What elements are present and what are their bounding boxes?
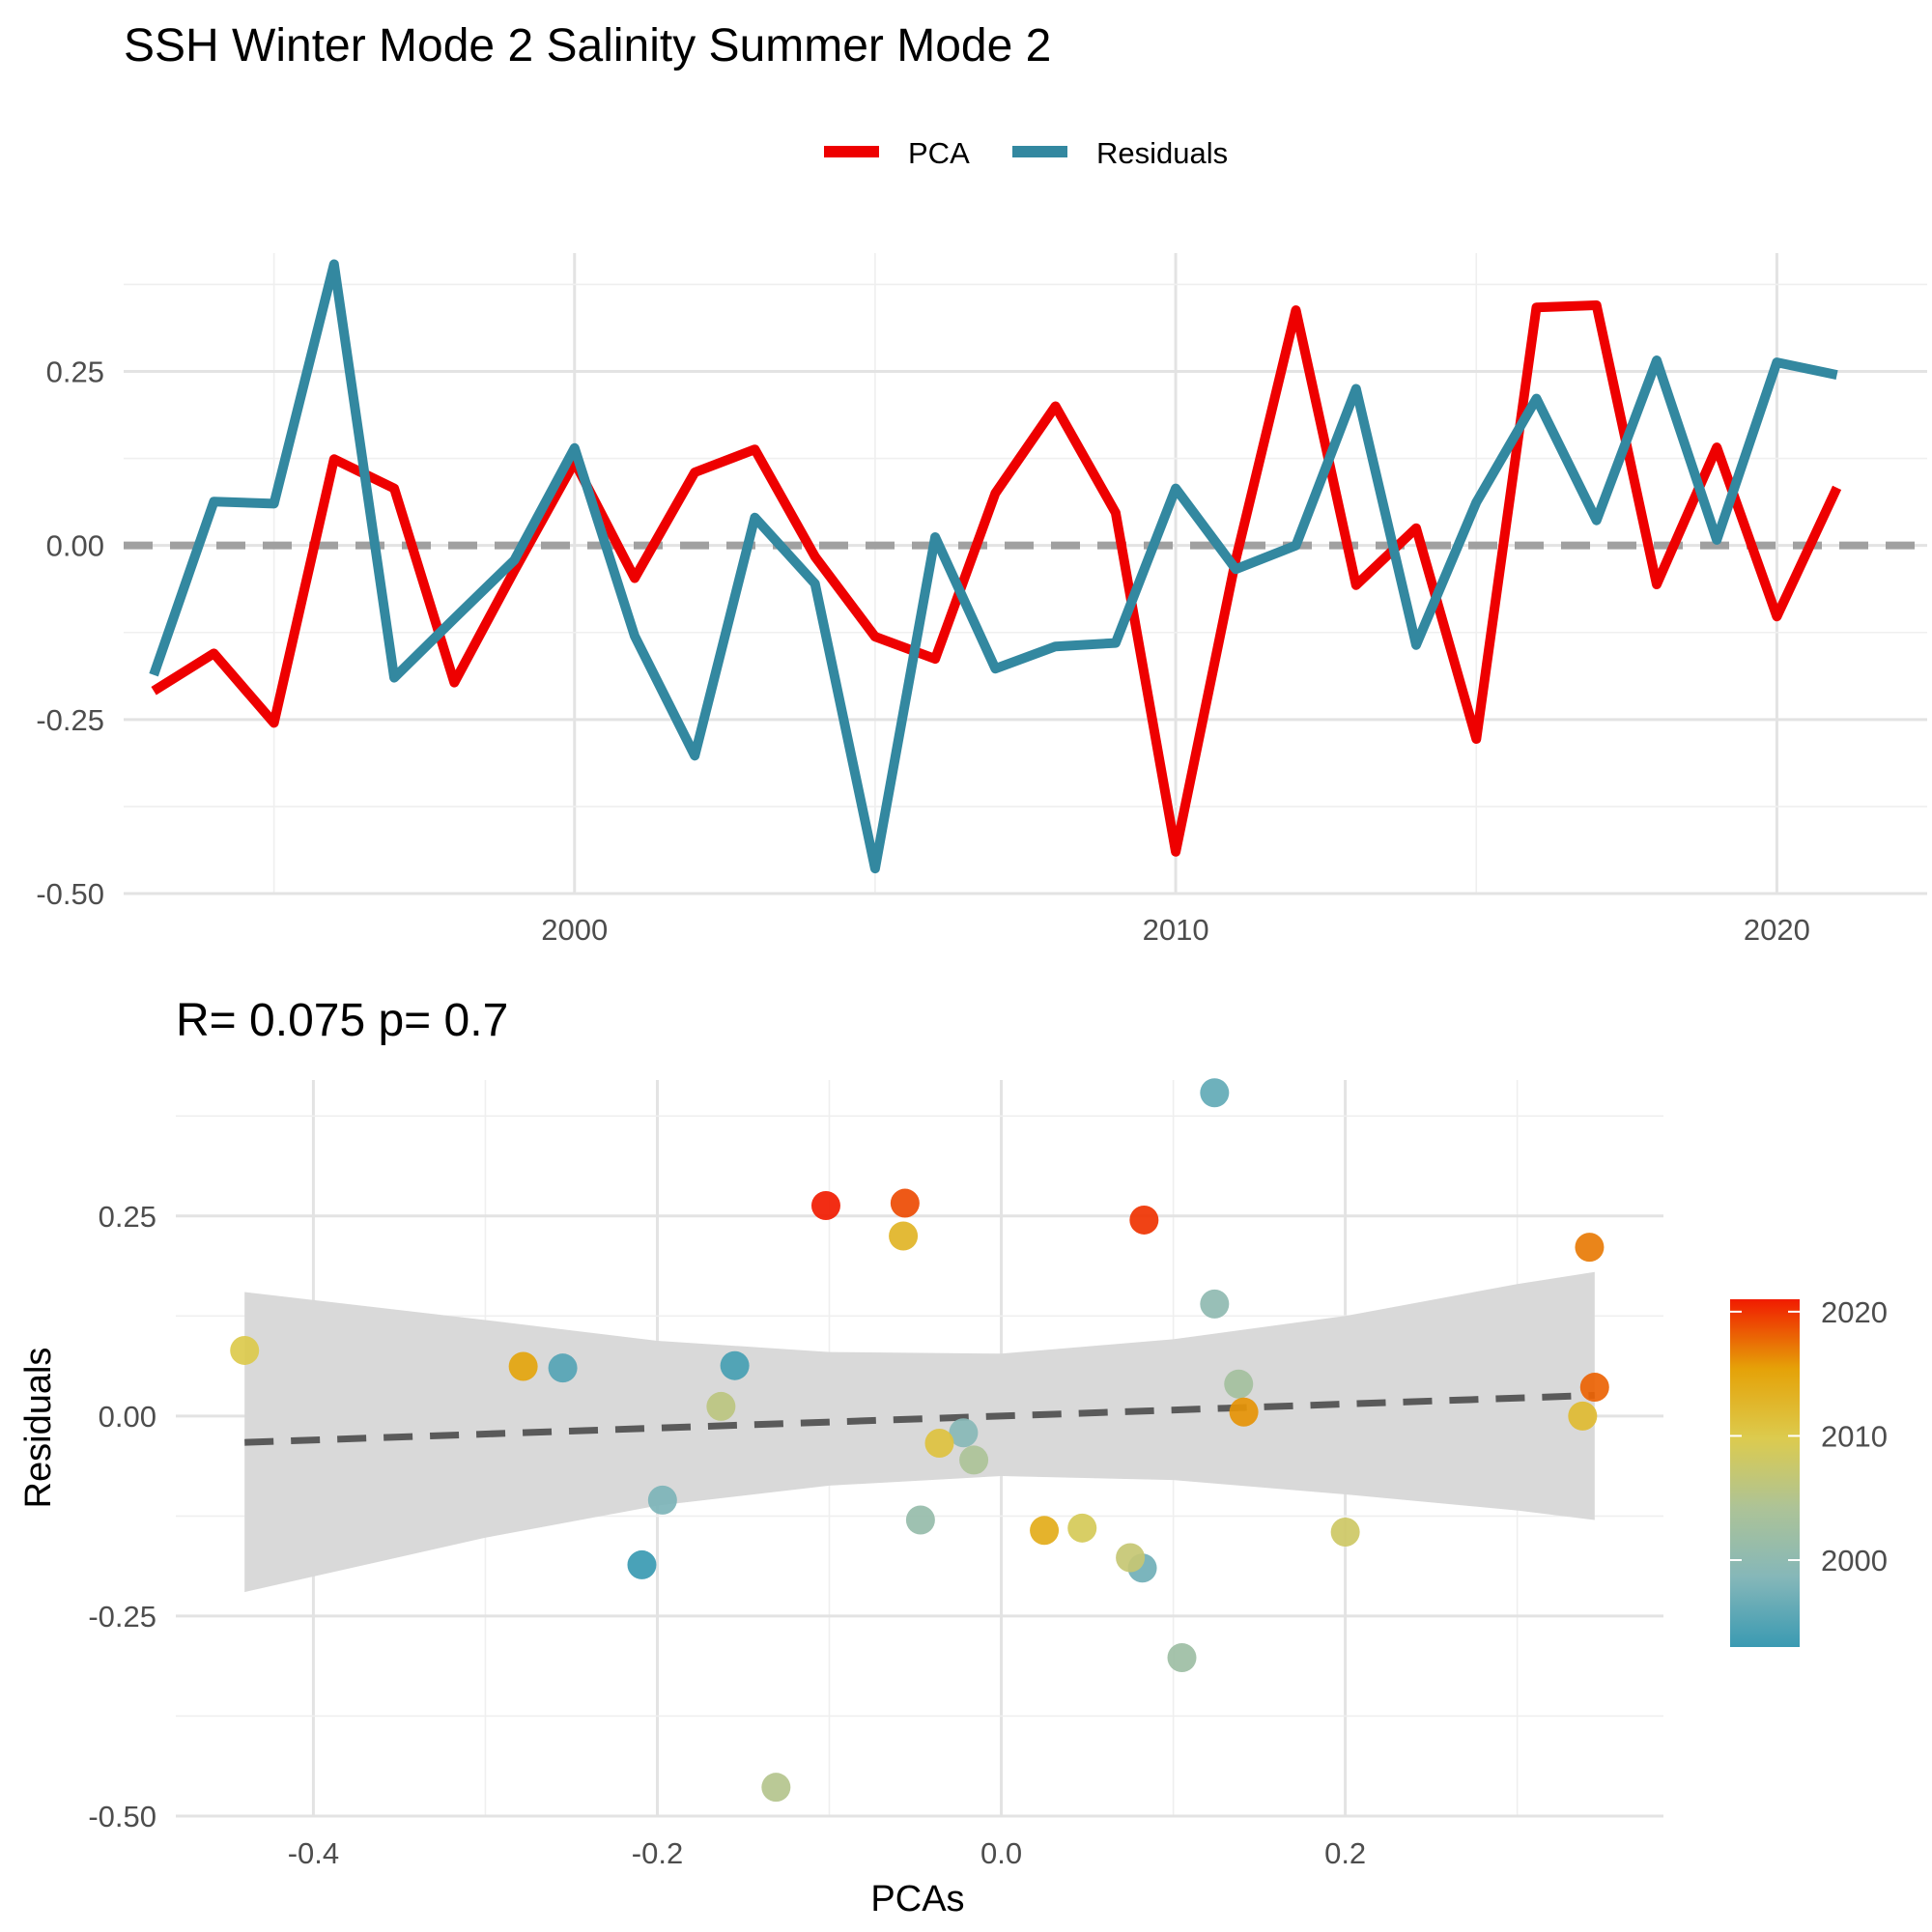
legend-label-pca: PCA: [908, 136, 970, 170]
scatter-points: [230, 1078, 1609, 1803]
line-chart-x-ticks: 2000 2010 2020: [541, 913, 1810, 947]
scatter-point: [1129, 1205, 1159, 1235]
scatter-x-axis-title: PCAs: [870, 1879, 964, 1919]
scatter-point: [1200, 1078, 1230, 1108]
scatter-point: [1200, 1289, 1230, 1319]
y-tick-label: -0.50: [36, 877, 104, 911]
y-tick-label: 0.00: [99, 1400, 156, 1434]
colorbar-tick-label: 2010: [1821, 1419, 1888, 1453]
x-tick-label: 2000: [541, 913, 608, 947]
y-tick-label: -0.25: [88, 1600, 156, 1634]
scatter-point: [905, 1505, 935, 1535]
scatter-point: [706, 1391, 736, 1421]
scatter-point: [627, 1549, 657, 1579]
scatter-y-ticks: -0.50 -0.25 0.00 0.25: [88, 1200, 156, 1833]
colorbar-ticks: 2000 2010 2020: [1730, 1295, 1888, 1577]
scatter-point: [1575, 1233, 1605, 1263]
scatter-point: [230, 1335, 260, 1365]
scatter-point: [1330, 1517, 1360, 1547]
residuals-series-line: [149, 259, 1838, 874]
scatter-stats-title: R= 0.075 p= 0.7: [176, 995, 508, 1046]
year-colorbar: 2000 2010 2020: [1730, 1295, 1888, 1647]
pca-series-line: [151, 300, 1842, 857]
x-tick-label: 2020: [1744, 913, 1810, 947]
y-tick-label: 0.00: [46, 529, 104, 563]
scatter-point: [1224, 1369, 1254, 1399]
scatter-point: [647, 1485, 677, 1515]
regression-fit-line: [244, 1391, 1595, 1446]
line-chart-y-ticks: -0.50 -0.25 0.00 0.25: [36, 355, 104, 911]
colorbar-tick-label: 2020: [1821, 1295, 1888, 1329]
y-tick-label: -0.50: [88, 1800, 156, 1833]
colorbar-gradient: [1730, 1299, 1800, 1647]
scatter-point: [959, 1445, 989, 1475]
scatter-point: [1030, 1516, 1060, 1546]
scatter-y-axis-title: Residuals: [18, 1348, 59, 1509]
x-tick-label: 0.2: [1324, 1836, 1366, 1870]
scatter-point: [1568, 1401, 1598, 1431]
x-tick-label: -0.2: [632, 1836, 683, 1870]
confidence-ribbon: [244, 1271, 1595, 1593]
scatter-point: [889, 1221, 919, 1251]
scatter-panel: -0.50 -0.25 0.00 0.25 -0.4 -0.2 0.0 0.2 PCAs R…: [18, 1078, 1663, 1919]
scatter-point: [890, 1188, 920, 1218]
line-chart-panel: -0.50 -0.25 0.00 0.25 2000 2010 2020: [36, 253, 1927, 947]
scatter-point: [949, 1418, 979, 1448]
scatter-point: [1229, 1397, 1259, 1427]
colorbar-tick-label: 2000: [1821, 1544, 1888, 1577]
scatter-point: [810, 1191, 840, 1221]
figure-title: SSH Winter Mode 2 Salinity Summer Mode 2: [124, 20, 1051, 71]
legend-label-residuals: Residuals: [1096, 136, 1228, 170]
scatter-point: [924, 1429, 954, 1459]
x-tick-label: -0.4: [288, 1836, 339, 1870]
scatter-point: [1067, 1513, 1097, 1543]
scatter-point: [1579, 1373, 1609, 1403]
scatter-point: [761, 1773, 791, 1803]
scatter-point: [720, 1350, 750, 1380]
x-tick-label: 2010: [1143, 913, 1209, 947]
scatter-point: [508, 1351, 538, 1381]
scatter-x-ticks: -0.4 -0.2 0.0 0.2: [288, 1836, 1366, 1870]
y-tick-label: 0.25: [46, 355, 104, 389]
y-tick-label: 0.25: [99, 1200, 156, 1234]
scatter-point: [1116, 1543, 1146, 1573]
x-tick-label: 0.0: [980, 1836, 1022, 1870]
scatter-point: [548, 1353, 578, 1383]
legend: PCA Residuals: [824, 136, 1228, 170]
scatter-point: [1167, 1643, 1197, 1673]
y-tick-label: -0.25: [36, 703, 104, 737]
